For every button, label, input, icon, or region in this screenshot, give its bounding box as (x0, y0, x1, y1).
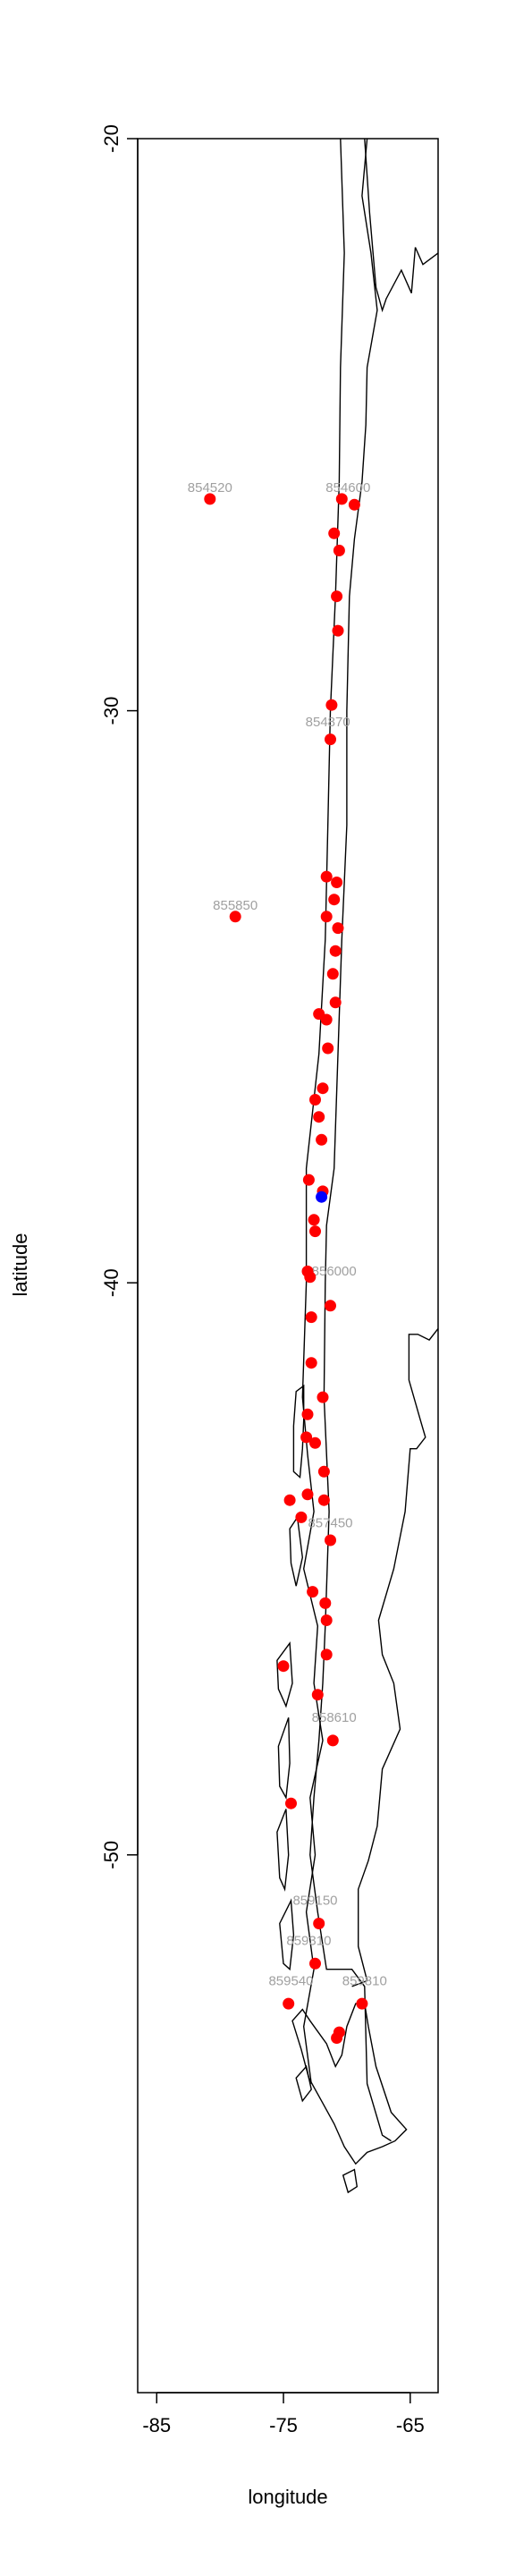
station-point (312, 1689, 324, 1700)
station-label: 859540 (268, 1973, 313, 1988)
station-point (325, 699, 337, 711)
station-point (356, 1998, 367, 2010)
x-axis: -85 -75 -65 (142, 2393, 424, 2436)
station-point (295, 1512, 307, 1523)
island-outline (278, 1717, 290, 1798)
bolivia-argentina-border (365, 139, 438, 310)
island-outline (343, 2170, 358, 2193)
station-point (333, 2027, 345, 2038)
y-axis-title: latitude (9, 1233, 31, 1297)
station-point (303, 1174, 315, 1186)
station-label: 859150 (292, 1894, 337, 1909)
station-point (302, 1409, 314, 1420)
station-point (333, 625, 344, 637)
station-label: 859810 (342, 1973, 387, 1988)
station-point (321, 1014, 333, 1026)
argentina-coastline (352, 1328, 438, 1986)
island-outline (296, 2066, 311, 2100)
station-point (309, 1094, 321, 1106)
station-point (318, 1495, 330, 1506)
x-tick-label: -85 (142, 2414, 171, 2436)
x-tick-label: -65 (396, 2414, 425, 2436)
station-point (204, 493, 215, 504)
station-point (328, 528, 340, 539)
chile-coastline (302, 139, 344, 2084)
y-axis: -20 -30 -40 -50 (100, 124, 138, 1869)
station-point (306, 1311, 317, 1323)
island-outline (290, 1517, 302, 1586)
x-axis-title: longitude (248, 2486, 327, 2508)
station-point (325, 1535, 336, 1546)
station-label: 857450 (308, 1516, 352, 1531)
station-point (306, 1357, 317, 1368)
station-point (333, 922, 344, 934)
plot-frame (138, 139, 438, 2393)
x-tick-label: -75 (269, 2414, 298, 2436)
station-point (284, 1495, 296, 1506)
station-point (317, 1392, 329, 1403)
y-tick-label: -40 (100, 1268, 122, 1297)
station-point (307, 1586, 318, 1597)
station-point (321, 871, 333, 883)
station-point (317, 1082, 329, 1094)
station-point (308, 1214, 320, 1225)
station-label: 854870 (306, 715, 350, 730)
station-point (327, 1734, 339, 1746)
station-point (313, 1111, 325, 1123)
station-point (330, 996, 342, 1008)
station-point (325, 1300, 336, 1311)
station-label: 855850 (213, 898, 258, 913)
basemap-outline (277, 139, 438, 2192)
station-point (285, 1798, 297, 1809)
station-point (319, 1597, 331, 1609)
highlight-station-point (316, 1191, 327, 1203)
station-point (230, 911, 241, 922)
station-point (330, 945, 342, 957)
station-point (302, 1488, 314, 1500)
station-point (349, 499, 360, 511)
station-point (321, 1648, 333, 1660)
station-label: 854600 (325, 480, 370, 496)
station-point (325, 733, 336, 745)
station-point (309, 1225, 321, 1237)
station-point (316, 1134, 327, 1146)
station-label: 859310 (286, 1934, 331, 1949)
y-tick-label: -50 (100, 1841, 122, 1869)
station-point (331, 877, 342, 888)
station-point (333, 545, 345, 556)
station-point (283, 1998, 294, 2010)
island-outline (277, 1643, 292, 1706)
station-point (322, 1043, 333, 1055)
station-point (304, 1271, 316, 1283)
station-point (331, 590, 342, 602)
station-point (309, 1437, 321, 1449)
island-outline (277, 1809, 289, 1890)
station-point (278, 1660, 290, 1672)
station-point (328, 894, 340, 905)
station-label: 854520 (188, 480, 232, 496)
station-point (309, 1958, 321, 1970)
station-point (318, 1466, 330, 1478)
station-point (321, 911, 333, 922)
station-label: 856000 (312, 1264, 357, 1279)
y-tick-label: -20 (100, 124, 122, 153)
station-label: 858610 (312, 1710, 357, 1725)
y-tick-label: -30 (100, 697, 122, 725)
station-labels: 854520 854600 855850 854870 856000 857450 8586… (188, 480, 387, 1988)
station-point (327, 968, 339, 979)
station-point (336, 493, 348, 504)
station-point (313, 1918, 325, 1929)
station-point (321, 1614, 333, 1626)
